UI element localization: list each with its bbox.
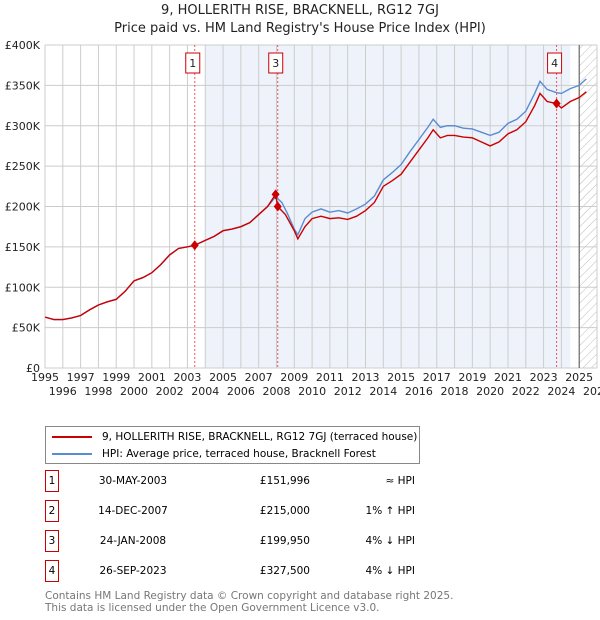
sale-row: 3 24-JAN-2008 £199,950 4% ↓ HPI	[45, 530, 445, 552]
sale-point	[190, 240, 199, 251]
y-tick-label: £250K	[5, 160, 41, 173]
x-tick-label: 1999	[102, 371, 130, 384]
footer-copyright: Contains HM Land Registry data © Crown c…	[45, 590, 454, 602]
x-tick-label: 2004	[191, 385, 219, 398]
sale-badge: 1	[45, 470, 59, 492]
y-tick-label: £100K	[5, 281, 41, 294]
x-tick-label: 2007	[245, 371, 273, 384]
sale-marker-box	[268, 52, 284, 74]
sale-marker-label: 1	[189, 57, 196, 70]
sale-badge: 3	[45, 530, 59, 552]
sale-date: 14-DEC-2007	[98, 505, 168, 517]
y-tick-label: £150K	[5, 241, 41, 254]
x-tick-label: 2008	[262, 385, 290, 398]
x-tick-label: 1995	[31, 371, 59, 384]
x-tick-label: 2021	[494, 371, 522, 384]
sale-price: £327,500	[259, 565, 310, 577]
sale-marker-label: 3	[272, 57, 279, 70]
y-tick-label: £350K	[5, 79, 41, 92]
legend-price-label: 9, HOLLERITH RISE, BRACKNELL, RG12 7GJ (…	[102, 430, 418, 443]
legend-price-swatch	[52, 435, 92, 438]
x-tick-label: 2009	[280, 371, 308, 384]
price-line	[44, 91, 587, 321]
sale-price: £151,996	[259, 475, 310, 487]
sale-point	[552, 98, 561, 109]
sale-hpi: 4% ↓ HPI	[365, 535, 415, 547]
sale-badge: 2	[45, 500, 59, 522]
price-chart: 1995199619971998199920002001200220032004…	[5, 39, 600, 398]
sale-row: 1 30-MAY-2003 £151,996 ≈ HPI	[45, 470, 445, 492]
x-tick-label: 2000	[120, 385, 148, 398]
x-tick-label: 2005	[209, 371, 237, 384]
footer-licence: This data is licensed under the Open Gov…	[45, 602, 380, 614]
sale-price: £215,000	[259, 505, 310, 517]
x-tick-label: 2015	[387, 371, 415, 384]
x-tick-label: 2023	[530, 371, 558, 384]
x-tick-label: 2010	[298, 385, 326, 398]
sale-hpi: 1% ↑ HPI	[365, 505, 415, 517]
sale-row: 4 26-SEP-2023 £327,500 4% ↓ HPI	[45, 560, 445, 582]
sale-badge: 4	[45, 560, 59, 582]
sale-row: 2 14-DEC-2007 £215,000 1% ↑ HPI	[45, 500, 445, 522]
x-tick-label: 2026	[583, 385, 600, 398]
x-tick-label: 2013	[352, 371, 380, 384]
x-tick-label: 2003	[173, 371, 201, 384]
x-tick-label: 2016	[405, 385, 433, 398]
sale-marker-box	[547, 52, 563, 74]
y-tick-label: £300K	[5, 120, 41, 133]
y-tick-label: £50K	[12, 322, 41, 335]
x-tick-label: 2018	[441, 385, 469, 398]
chart-title: 9, HOLLERITH RISE, BRACKNELL, RG12 7GJ	[161, 3, 439, 18]
legend-hpi-label: HPI: Average price, terraced house, Brac…	[102, 447, 376, 460]
y-tick-label: £200K	[5, 201, 41, 214]
x-tick-label: 2022	[512, 385, 540, 398]
chart-subtitle: Price paid vs. HM Land Registry's House …	[114, 21, 486, 36]
y-tick-label: £0	[26, 362, 40, 375]
x-tick-label: 2019	[458, 371, 486, 384]
x-tick-label: 2011	[316, 371, 344, 384]
x-tick-label: 1998	[84, 385, 112, 398]
x-tick-label: 2012	[334, 385, 362, 398]
sale-marker-label: 4	[551, 57, 558, 70]
x-tick-label: 2017	[423, 371, 451, 384]
sale-date: 24-JAN-2008	[99, 535, 167, 547]
x-tick-label: 1997	[67, 371, 95, 384]
sale-marker-box	[185, 52, 201, 74]
sale-date: 30-MAY-2003	[98, 475, 168, 487]
x-tick-label: 2001	[138, 371, 166, 384]
x-tick-label: 2002	[156, 385, 184, 398]
sale-hpi: 4% ↓ HPI	[365, 565, 415, 577]
sale-point	[273, 201, 282, 212]
x-tick-label: 2025	[565, 371, 593, 384]
y-tick-label: £400K	[5, 39, 41, 52]
legend: 9, HOLLERITH RISE, BRACKNELL, RG12 7GJ (…	[45, 426, 421, 464]
x-tick-label: 2006	[227, 385, 255, 398]
sale-date: 26-SEP-2023	[99, 565, 167, 577]
x-tick-label: 1996	[49, 385, 77, 398]
sale-point	[271, 189, 280, 200]
x-tick-label: 2024	[547, 385, 575, 398]
sale-price: £199,950	[259, 535, 310, 547]
x-tick-label: 2020	[476, 385, 504, 398]
footer: Contains HM Land Registry data © Crown c…	[45, 590, 453, 614]
sale-hpi: ≈ HPI	[385, 475, 415, 487]
legend-hpi-swatch	[52, 452, 92, 455]
x-tick-label: 2014	[369, 385, 397, 398]
